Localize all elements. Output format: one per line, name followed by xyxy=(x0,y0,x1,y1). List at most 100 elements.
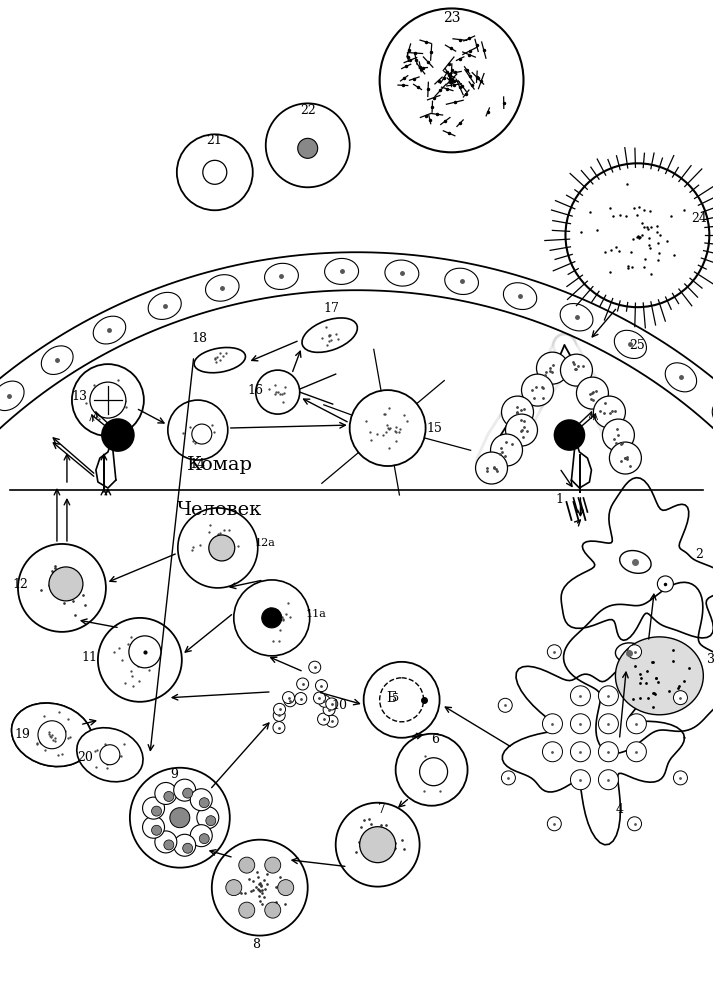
Circle shape xyxy=(151,826,161,836)
Circle shape xyxy=(626,742,646,761)
Polygon shape xyxy=(561,477,714,641)
Circle shape xyxy=(658,576,673,592)
Text: 24: 24 xyxy=(691,212,708,225)
Ellipse shape xyxy=(265,263,298,289)
Circle shape xyxy=(543,714,563,734)
Ellipse shape xyxy=(11,703,92,766)
Circle shape xyxy=(598,686,618,706)
Circle shape xyxy=(501,771,516,785)
Circle shape xyxy=(283,692,294,704)
Circle shape xyxy=(536,352,568,384)
Circle shape xyxy=(206,816,216,826)
Circle shape xyxy=(238,857,255,873)
Circle shape xyxy=(308,661,321,673)
Circle shape xyxy=(610,443,641,474)
Text: 1: 1 xyxy=(555,493,563,507)
Circle shape xyxy=(190,789,212,811)
Circle shape xyxy=(323,704,335,716)
Circle shape xyxy=(177,135,253,210)
Circle shape xyxy=(233,580,310,655)
Text: 8: 8 xyxy=(252,939,260,951)
Text: 22: 22 xyxy=(300,104,316,117)
Ellipse shape xyxy=(11,703,92,766)
Circle shape xyxy=(168,400,228,460)
Text: 16: 16 xyxy=(248,383,263,397)
Text: 12a: 12a xyxy=(254,538,275,547)
Circle shape xyxy=(326,698,338,710)
Text: 6: 6 xyxy=(431,734,440,746)
Circle shape xyxy=(197,807,218,829)
Circle shape xyxy=(296,678,308,690)
Circle shape xyxy=(212,840,308,936)
Circle shape xyxy=(673,771,688,785)
Circle shape xyxy=(18,544,106,632)
Circle shape xyxy=(521,374,553,406)
Circle shape xyxy=(170,808,190,828)
Polygon shape xyxy=(503,650,685,844)
Circle shape xyxy=(102,419,134,451)
Circle shape xyxy=(278,880,293,896)
Circle shape xyxy=(90,382,126,418)
Circle shape xyxy=(570,686,590,706)
Circle shape xyxy=(164,840,174,849)
Ellipse shape xyxy=(614,331,646,358)
Circle shape xyxy=(199,798,209,808)
Circle shape xyxy=(49,567,83,601)
Text: 14: 14 xyxy=(190,457,206,470)
Circle shape xyxy=(151,806,161,816)
Ellipse shape xyxy=(665,362,697,392)
Circle shape xyxy=(628,817,642,831)
Circle shape xyxy=(396,734,468,806)
Circle shape xyxy=(266,103,350,187)
Circle shape xyxy=(164,791,174,802)
Circle shape xyxy=(262,608,282,628)
Circle shape xyxy=(576,377,608,409)
Circle shape xyxy=(208,535,235,561)
Circle shape xyxy=(273,710,285,722)
Circle shape xyxy=(565,163,709,307)
Circle shape xyxy=(284,695,296,707)
Circle shape xyxy=(350,390,426,466)
Circle shape xyxy=(174,779,196,801)
Ellipse shape xyxy=(385,260,419,286)
Ellipse shape xyxy=(302,318,358,352)
Circle shape xyxy=(570,714,590,734)
Circle shape xyxy=(155,831,177,853)
Circle shape xyxy=(256,370,300,414)
Ellipse shape xyxy=(149,292,181,320)
Circle shape xyxy=(313,692,326,704)
Text: 7: 7 xyxy=(378,803,386,816)
Text: 11: 11 xyxy=(82,651,98,664)
Text: 4: 4 xyxy=(615,803,623,816)
Circle shape xyxy=(72,364,144,436)
Circle shape xyxy=(360,827,396,862)
Circle shape xyxy=(174,835,196,856)
Circle shape xyxy=(273,722,285,734)
Circle shape xyxy=(628,644,642,658)
Circle shape xyxy=(363,662,440,738)
Circle shape xyxy=(238,902,255,918)
Circle shape xyxy=(506,414,538,446)
Text: 20: 20 xyxy=(77,751,93,764)
Ellipse shape xyxy=(615,637,703,715)
Text: 21: 21 xyxy=(206,134,222,147)
Ellipse shape xyxy=(615,643,643,663)
Circle shape xyxy=(316,679,328,692)
Circle shape xyxy=(100,744,120,764)
Text: 5: 5 xyxy=(392,693,399,703)
Polygon shape xyxy=(563,582,714,753)
Circle shape xyxy=(226,880,242,896)
Text: 19: 19 xyxy=(14,729,30,742)
Text: 3: 3 xyxy=(708,653,714,666)
Circle shape xyxy=(199,834,209,843)
Circle shape xyxy=(560,354,593,386)
Circle shape xyxy=(295,693,307,705)
Circle shape xyxy=(501,396,533,428)
Circle shape xyxy=(130,767,230,867)
Text: 9: 9 xyxy=(170,768,178,781)
Text: 25: 25 xyxy=(630,339,645,351)
Circle shape xyxy=(143,817,164,839)
Text: 17: 17 xyxy=(323,302,340,315)
Text: Человек: Человек xyxy=(177,501,263,519)
Circle shape xyxy=(318,713,330,725)
